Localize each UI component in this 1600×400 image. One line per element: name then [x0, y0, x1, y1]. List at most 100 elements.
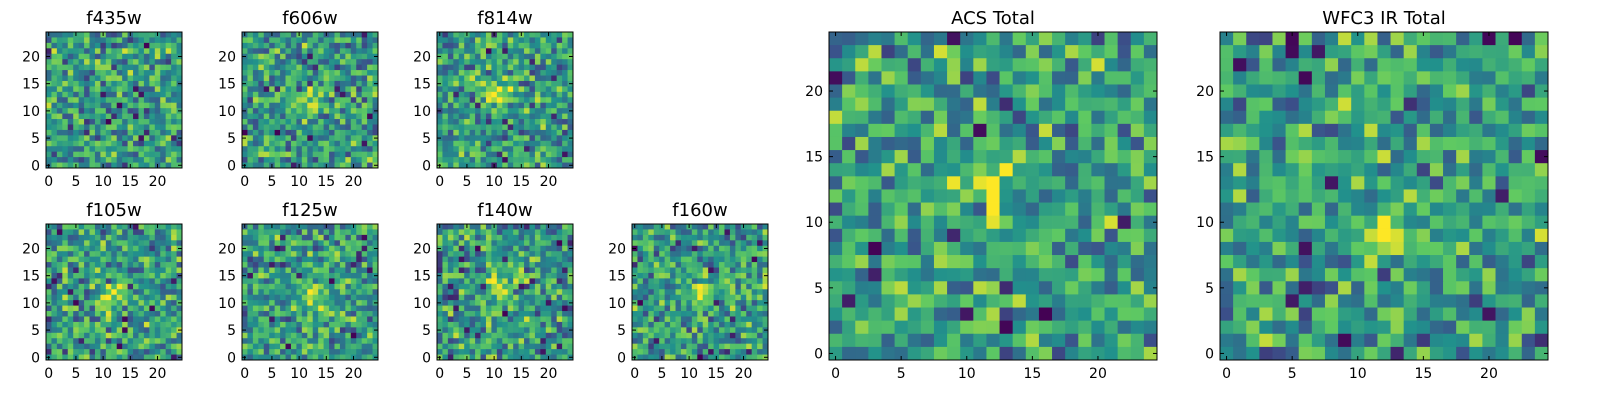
heatmap-cell [312, 146, 319, 153]
heatmap-cell [301, 251, 308, 258]
heatmap-cell [675, 229, 682, 236]
heatmap-cell [480, 135, 487, 142]
heatmap-cell [491, 240, 498, 247]
heatmap-cell [312, 140, 319, 147]
heatmap-cell [138, 70, 145, 76]
heatmap-cell [122, 48, 128, 55]
heatmap-cell [56, 113, 63, 120]
heatmap-cell [719, 234, 725, 241]
heatmap-cell [176, 305, 183, 312]
heatmap-cell [453, 146, 460, 153]
heatmap-cell [680, 262, 687, 268]
heatmap-cell [138, 272, 145, 279]
heatmap-cell [138, 37, 145, 44]
heatmap-cell [540, 91, 547, 98]
heatmap-cell [664, 311, 671, 317]
heatmap-cell [653, 289, 660, 296]
heatmap-cell [372, 146, 379, 153]
heatmap-cell [100, 108, 107, 114]
heatmap-cell [469, 140, 476, 147]
heatmap-cell [323, 300, 330, 306]
heatmap-cell [496, 229, 503, 236]
heatmap-cell [323, 129, 330, 136]
heatmap-cell [356, 108, 363, 114]
heatmap-cell [475, 146, 481, 153]
heatmap-cell [491, 305, 498, 312]
heatmap-cell [356, 272, 363, 279]
heatmap-cell [1091, 45, 1105, 59]
x-tick-label: 5 [657, 366, 666, 382]
heatmap-cell [502, 256, 509, 263]
heatmap-cell [480, 338, 487, 345]
heatmap-cell [356, 256, 363, 263]
heatmap-cell [312, 32, 319, 38]
heatmap-cell [648, 256, 655, 263]
heatmap-cell [56, 53, 63, 60]
heatmap-cell [67, 354, 74, 361]
heatmap-cell [242, 332, 248, 339]
heatmap-cell [442, 262, 449, 268]
heatmap-cell [122, 91, 128, 98]
heatmap-cell [138, 283, 145, 290]
heatmap-cell [296, 289, 303, 296]
heatmap-cell [127, 229, 134, 236]
heatmap-cell [540, 327, 547, 334]
heatmap-cell [740, 332, 747, 339]
heatmap-cell [263, 278, 270, 285]
heatmap-cell [133, 97, 139, 104]
heatmap-cell [447, 272, 454, 279]
heatmap-cell [361, 251, 368, 258]
heatmap-cell [480, 75, 487, 82]
heatmap-cell [567, 102, 574, 109]
heatmap-cell [56, 300, 63, 306]
heatmap-cell [502, 124, 509, 131]
heatmap-cell [475, 162, 481, 169]
heatmap-cell [518, 129, 525, 136]
heatmap-cell [534, 251, 541, 258]
heatmap-cell [350, 86, 357, 93]
heatmap-cell [502, 48, 509, 55]
heatmap-cell [252, 311, 259, 317]
heatmap-cell [551, 321, 558, 328]
heatmap-cell [740, 283, 747, 290]
heatmap-cell [735, 256, 742, 263]
heatmap-cell [735, 305, 742, 312]
heatmap-cell [154, 37, 161, 44]
heatmap-cell [491, 113, 498, 120]
heatmap-cell [453, 311, 460, 317]
heatmap-cell [269, 283, 276, 290]
heatmap-cell [171, 91, 177, 98]
heatmap-cell [334, 272, 341, 279]
heatmap-cell [675, 327, 682, 334]
heatmap-cell [116, 53, 123, 60]
heatmap-cell [78, 305, 85, 312]
heatmap-cell [842, 110, 856, 125]
heatmap-cell [458, 294, 465, 301]
heatmap-cell [458, 240, 465, 247]
heatmap-cell [334, 37, 341, 44]
heatmap-cell [1025, 202, 1040, 217]
heatmap-cell [301, 129, 308, 136]
heatmap-cell [372, 262, 379, 268]
heatmap-cell [518, 316, 525, 323]
heatmap-cell [263, 59, 270, 66]
heatmap-cell [62, 349, 69, 355]
heatmap-cell [708, 294, 714, 301]
heatmap-cell [160, 119, 167, 125]
heatmap-cell [318, 48, 324, 55]
heatmap-cell [307, 256, 314, 263]
heatmap-cell [165, 316, 172, 323]
heatmap-cell [56, 305, 63, 312]
heatmap-cell [361, 135, 368, 142]
heatmap-cell [154, 108, 161, 114]
heatmap-cell [556, 234, 563, 241]
heatmap-cell [285, 278, 292, 285]
heatmap-cell [84, 64, 90, 71]
heatmap-cell [999, 202, 1014, 217]
heatmap-cell [708, 338, 714, 345]
heatmap-cell [339, 53, 346, 60]
heatmap-cell [664, 267, 671, 274]
heatmap-cell [675, 349, 682, 355]
heatmap-cell [133, 305, 139, 312]
heatmap-cell [562, 124, 568, 131]
